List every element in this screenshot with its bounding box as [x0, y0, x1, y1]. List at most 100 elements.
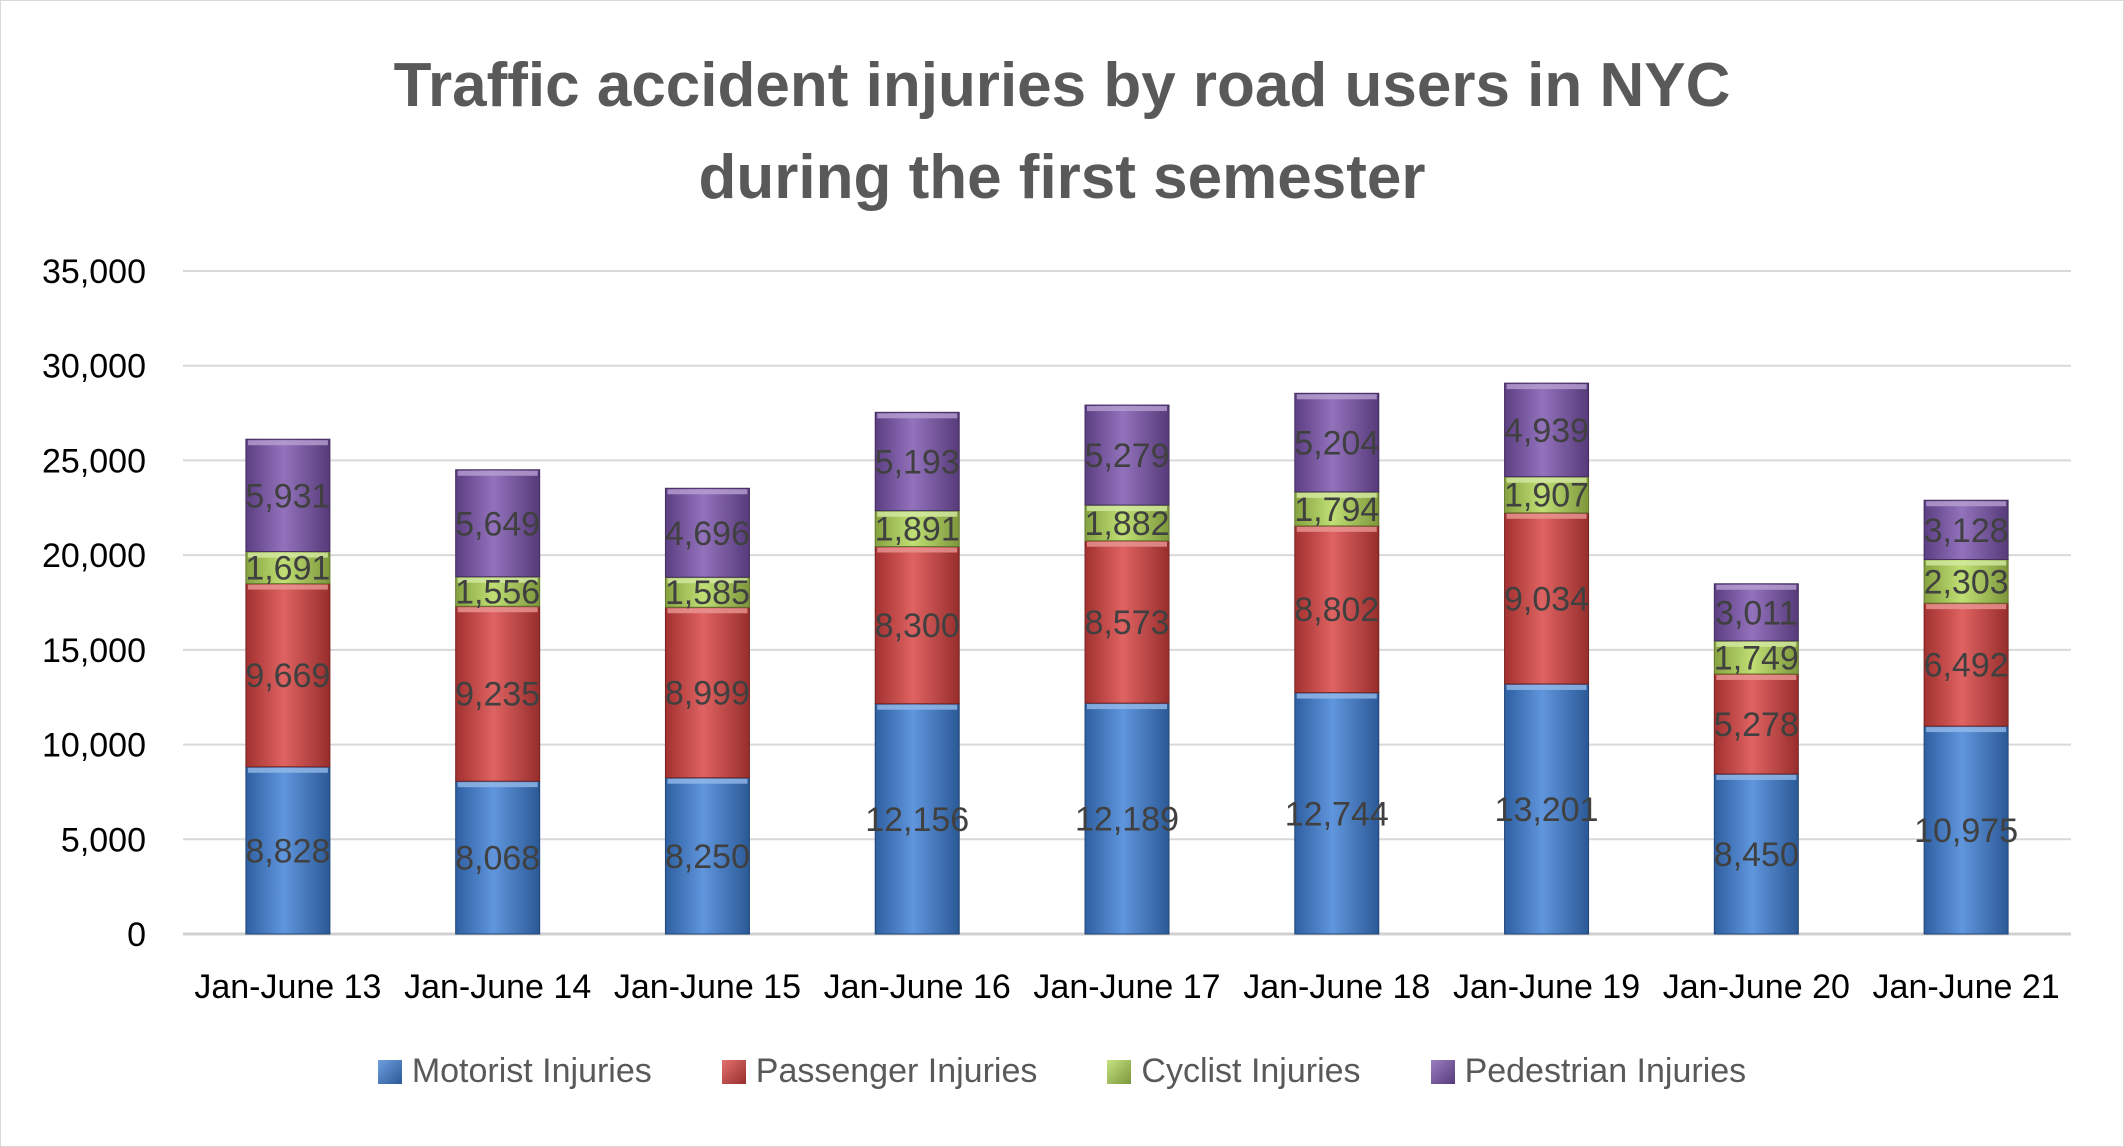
- bar-highlight: [1716, 584, 1797, 590]
- bar-pedestrian-injuries-jan-june-20: [1713, 583, 1799, 642]
- legend-swatch: [1107, 1059, 1132, 1084]
- bar-pedestrian-injuries-jan-june-15: [664, 487, 750, 578]
- bar-highlight: [247, 767, 328, 773]
- bar-highlight: [1926, 501, 2007, 507]
- data-label-motorist-injuries-jan-june-21: 10,975: [1914, 812, 2018, 850]
- x-tick-label: Jan-June 18: [1243, 968, 1430, 1006]
- bar-highlight: [1716, 774, 1797, 780]
- legend-swatch: [377, 1059, 402, 1084]
- chart-title-line-2: during the first semester: [698, 143, 1426, 212]
- bar-motorist-injuries-jan-june-18: [1294, 692, 1380, 935]
- bar-highlight: [1087, 541, 1167, 547]
- legend-item-cyclist-injuries: Cyclist Injuries: [1107, 1052, 1361, 1091]
- data-label-motorist-injuries-jan-june-18: 12,744: [1285, 795, 1389, 833]
- x-axis-tick-labels: Jan-June 13 Jan-June 14 Jan-June 15 Jan-Jun…: [194, 968, 2059, 1006]
- data-label-passenger-injuries-jan-june-19: 9,034: [1504, 580, 1589, 618]
- bar-highlight: [667, 608, 748, 614]
- legend-label: Motorist Injuries: [411, 1052, 652, 1090]
- bar-passenger-injuries-jan-june-13: [245, 583, 331, 768]
- chart-title-line-1: Traffic accident injuries by road users …: [393, 51, 1731, 120]
- bar-pedestrian-injuries-jan-june-13: [245, 438, 331, 553]
- x-tick-label: Jan-June 14: [404, 968, 591, 1006]
- data-label-passenger-injuries-jan-june-13: 9,669: [245, 657, 330, 695]
- bar-highlight: [1296, 492, 1377, 498]
- bar-passenger-injuries-jan-june-21: [1923, 602, 2009, 727]
- y-tick-label: 10,000: [42, 727, 146, 765]
- x-tick-label: Jan-June 19: [1453, 968, 1640, 1006]
- data-label-cyclist-injuries-jan-june-18: 1,794: [1294, 491, 1379, 529]
- bar-highlight: [667, 489, 748, 495]
- data-label-pedestrian-injuries-jan-june-14: 5,649: [455, 505, 540, 543]
- y-tick-label: 25,000: [42, 442, 146, 480]
- bar-highlight: [1506, 684, 1587, 690]
- bars: [245, 382, 2009, 935]
- legend-label: Passenger Injuries: [755, 1052, 1038, 1090]
- data-label-motorist-injuries-jan-june-13: 8,828: [245, 832, 330, 870]
- bar-motorist-injuries-jan-june-15: [664, 777, 750, 935]
- legend-swatch: [1430, 1059, 1455, 1084]
- bar-pedestrian-injuries-jan-june-17: [1084, 404, 1170, 506]
- bar-highlight: [457, 607, 538, 613]
- bar-highlight: [877, 547, 958, 553]
- legend: Motorist Injuries Passenger Injuries Cycli…: [0, 1052, 2124, 1091]
- y-tick-label: 0: [127, 916, 146, 954]
- data-label-pedestrian-injuries-jan-june-18: 5,204: [1294, 425, 1379, 463]
- bar-highlight: [1716, 641, 1797, 647]
- x-tick-label: Jan-June 13: [194, 968, 381, 1006]
- data-label-cyclist-injuries-jan-june-14: 1,556: [455, 573, 540, 611]
- data-label-cyclist-injuries-jan-june-19: 1,907: [1504, 477, 1589, 515]
- bar-highlight: [667, 778, 748, 784]
- bar-highlight: [457, 782, 538, 788]
- data-label-pedestrian-injuries-jan-june-15: 4,696: [665, 515, 750, 553]
- bar-motorist-injuries-jan-june-13: [245, 766, 331, 935]
- bar-highlight: [247, 552, 328, 558]
- data-label-cyclist-injuries-jan-june-17: 1,882: [1084, 505, 1169, 543]
- y-tick-label: 15,000: [42, 632, 146, 670]
- data-label-passenger-injuries-jan-june-15: 8,999: [665, 674, 750, 712]
- bar-pedestrian-injuries-jan-june-21: [1923, 499, 2009, 560]
- x-tick-label: Jan-June 15: [614, 968, 801, 1006]
- bar-highlight: [1506, 384, 1587, 390]
- data-label-pedestrian-injuries-jan-june-17: 5,279: [1084, 437, 1169, 475]
- data-label-cyclist-injuries-jan-june-20: 1,749: [1714, 639, 1799, 677]
- bar-passenger-injuries-jan-june-16: [874, 546, 960, 705]
- bar-motorist-injuries-jan-june-21: [1923, 725, 2009, 935]
- bar-highlight: [1087, 406, 1167, 412]
- legend-label: Pedestrian Injuries: [1464, 1052, 1747, 1090]
- bar-pedestrian-injuries-jan-june-18: [1294, 392, 1380, 493]
- data-label-passenger-injuries-jan-june-18: 8,802: [1294, 591, 1379, 629]
- bar-passenger-injuries-jan-june-17: [1084, 540, 1170, 704]
- bar-highlight: [1296, 526, 1377, 532]
- x-tick-label: Jan-June 21: [1873, 968, 2060, 1006]
- bar-highlight: [457, 577, 538, 583]
- data-label-pedestrian-injuries-jan-june-21: 3,128: [1924, 512, 2009, 550]
- data-label-cyclist-injuries-jan-june-15: 1,585: [665, 574, 750, 612]
- data-label-motorist-injuries-jan-june-17: 12,189: [1075, 801, 1179, 839]
- data-label-passenger-injuries-jan-june-17: 8,573: [1084, 604, 1169, 642]
- bar-highlight: [1087, 704, 1167, 710]
- bar-highlight: [667, 578, 748, 584]
- bar-motorist-injuries-jan-june-19: [1504, 683, 1590, 935]
- data-label-motorist-injuries-jan-june-20: 8,450: [1714, 836, 1799, 874]
- bar-highlight: [1506, 477, 1587, 483]
- data-label-motorist-injuries-jan-june-15: 8,250: [665, 838, 750, 876]
- bar-highlight: [877, 511, 958, 517]
- legend-item-pedestrian-injuries: Pedestrian Injuries: [1430, 1052, 1747, 1091]
- bar-passenger-injuries-jan-june-18: [1294, 525, 1380, 694]
- legend-item-passenger-injuries: Passenger Injuries: [721, 1052, 1038, 1091]
- data-label-passenger-injuries-jan-june-16: 8,300: [875, 607, 960, 645]
- data-label-passenger-injuries-jan-june-14: 9,235: [455, 676, 540, 714]
- bar-highlight: [1296, 394, 1377, 400]
- chart-title: Traffic accident injuries by road users …: [0, 40, 2124, 224]
- bar-highlight: [1087, 506, 1167, 512]
- bar-pedestrian-injuries-jan-june-14: [455, 469, 541, 578]
- data-label-passenger-injuries-jan-june-21: 6,492: [1924, 647, 2009, 685]
- bar-highlight: [1506, 513, 1587, 519]
- y-tick-label: 35,000: [42, 253, 146, 291]
- bar-highlight: [1926, 604, 2007, 610]
- data-label-cyclist-injuries-jan-june-21: 2,303: [1924, 563, 2009, 601]
- data-labels: 8,828 9,669 1,691 5,931 8,068 9,235 1,556 5,649…: [245, 412, 2018, 878]
- bar-highlight: [1926, 727, 2007, 733]
